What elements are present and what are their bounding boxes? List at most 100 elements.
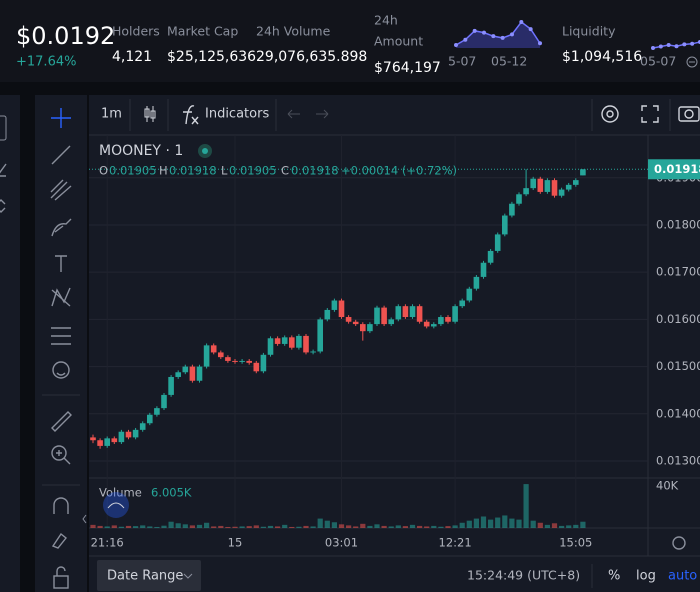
candle-body xyxy=(374,307,380,325)
dropdown-arrow[interactable] xyxy=(183,573,193,579)
volume-bar xyxy=(445,526,451,528)
trendline-tool[interactable] xyxy=(51,145,71,165)
hide-volume-button[interactable] xyxy=(103,492,129,518)
side-icon[interactable] xyxy=(0,199,6,213)
stat-label: 24h xyxy=(374,13,398,28)
side-icon[interactable] xyxy=(0,115,7,141)
chart-type-icon[interactable] xyxy=(150,110,156,119)
volume-bar xyxy=(466,520,472,528)
zoom-tool[interactable] xyxy=(51,445,67,461)
settings-button[interactable] xyxy=(601,105,619,123)
sparkline-point xyxy=(651,46,655,50)
lock-tool[interactable] xyxy=(53,575,69,589)
fullscreen-button[interactable] xyxy=(641,105,659,123)
side-icon[interactable] xyxy=(0,163,7,177)
redo-button[interactable] xyxy=(316,109,329,119)
indicators-icon[interactable] xyxy=(183,105,199,125)
candle-body xyxy=(360,324,366,332)
sparkline-point xyxy=(454,43,458,47)
volume-bar xyxy=(409,524,416,528)
hide-volume-button[interactable] xyxy=(107,502,125,509)
magnet-tool[interactable] xyxy=(53,497,69,514)
volume-bar xyxy=(260,526,266,528)
volume-bar xyxy=(544,524,550,528)
volume-bar xyxy=(296,526,302,528)
axis-settings[interactable] xyxy=(672,536,686,550)
candle-body xyxy=(324,309,331,320)
sparkline-point xyxy=(528,27,533,32)
side-panel xyxy=(0,95,20,592)
candle-body xyxy=(338,300,345,318)
volume-bar xyxy=(118,526,124,528)
volume-bar xyxy=(495,517,501,528)
ohlc-value: 0.01918 xyxy=(291,164,339,178)
undo-button[interactable] xyxy=(287,109,300,119)
price: $0.0192 xyxy=(16,22,115,50)
brush-tool[interactable] xyxy=(51,218,72,237)
settings-button[interactable] xyxy=(606,110,614,118)
volume-bar xyxy=(211,526,217,528)
interval-button[interactable]: 1m xyxy=(101,107,122,122)
stat-label: 24h Volume xyxy=(256,24,331,39)
emoji-tool[interactable] xyxy=(52,361,70,379)
screenshot-button[interactable] xyxy=(678,106,700,122)
volume-bar xyxy=(310,526,316,528)
crosshair-tool[interactable] xyxy=(51,108,71,128)
volume-bar xyxy=(473,518,479,528)
collapse-toolbar[interactable] xyxy=(82,514,87,524)
collapse-icon[interactable] xyxy=(686,56,698,68)
volume-bar xyxy=(559,525,565,528)
lock-drawing-tool[interactable] xyxy=(51,532,67,549)
volume-bar xyxy=(147,526,153,528)
volume-bar xyxy=(232,526,238,528)
volume-bar xyxy=(189,525,195,528)
candle-body xyxy=(487,250,494,263)
chart-type-icon[interactable] xyxy=(144,108,150,118)
volume-bar xyxy=(573,524,579,528)
candle-body xyxy=(416,306,423,322)
candle-body xyxy=(530,178,536,189)
volume-bar xyxy=(537,522,543,528)
prediction-tool[interactable] xyxy=(51,327,71,345)
text-tool[interactable] xyxy=(55,255,67,272)
sparkline-point xyxy=(666,43,671,47)
volume-bar xyxy=(580,521,586,528)
date-range-label[interactable]: Date Range xyxy=(107,569,183,584)
indicators-button[interactable]: Indicators xyxy=(205,107,269,122)
volume-bar xyxy=(346,525,352,528)
candle-body xyxy=(310,351,316,353)
zoom-tool[interactable] xyxy=(56,450,71,465)
volume-bar xyxy=(282,524,288,528)
volume-bar xyxy=(360,523,366,528)
last-price-box xyxy=(648,159,700,180)
candle-body xyxy=(523,188,529,195)
emoji-tool[interactable] xyxy=(56,372,66,376)
candle-body xyxy=(218,352,224,358)
log-toggle[interactable]: log xyxy=(636,569,656,584)
volume-bar xyxy=(488,519,494,528)
candle-body xyxy=(331,300,338,310)
pattern-tool[interactable] xyxy=(51,287,71,307)
screenshot-button[interactable] xyxy=(684,109,694,119)
candle-body xyxy=(104,438,110,446)
volume-bar xyxy=(324,520,330,528)
lock-tool[interactable] xyxy=(56,566,66,576)
sparkline-point xyxy=(690,41,695,46)
volume-bar xyxy=(204,522,210,528)
ruler-tool[interactable] xyxy=(51,411,72,432)
fib-tool[interactable] xyxy=(50,179,72,201)
candle-body xyxy=(459,300,465,307)
candle-body xyxy=(246,360,252,363)
volume-bar xyxy=(516,519,522,528)
candle-body xyxy=(118,431,125,443)
auto-toggle[interactable]: auto xyxy=(668,569,697,584)
sparkline-area xyxy=(456,22,540,48)
candle-body xyxy=(558,189,565,196)
volume-bar xyxy=(168,521,174,528)
percent-toggle[interactable]: % xyxy=(608,569,620,584)
volume-bar xyxy=(438,526,444,528)
date-range-button[interactable] xyxy=(97,560,201,591)
candle-body xyxy=(494,234,501,251)
sparkline-point xyxy=(674,44,679,49)
candle-body xyxy=(345,317,352,322)
